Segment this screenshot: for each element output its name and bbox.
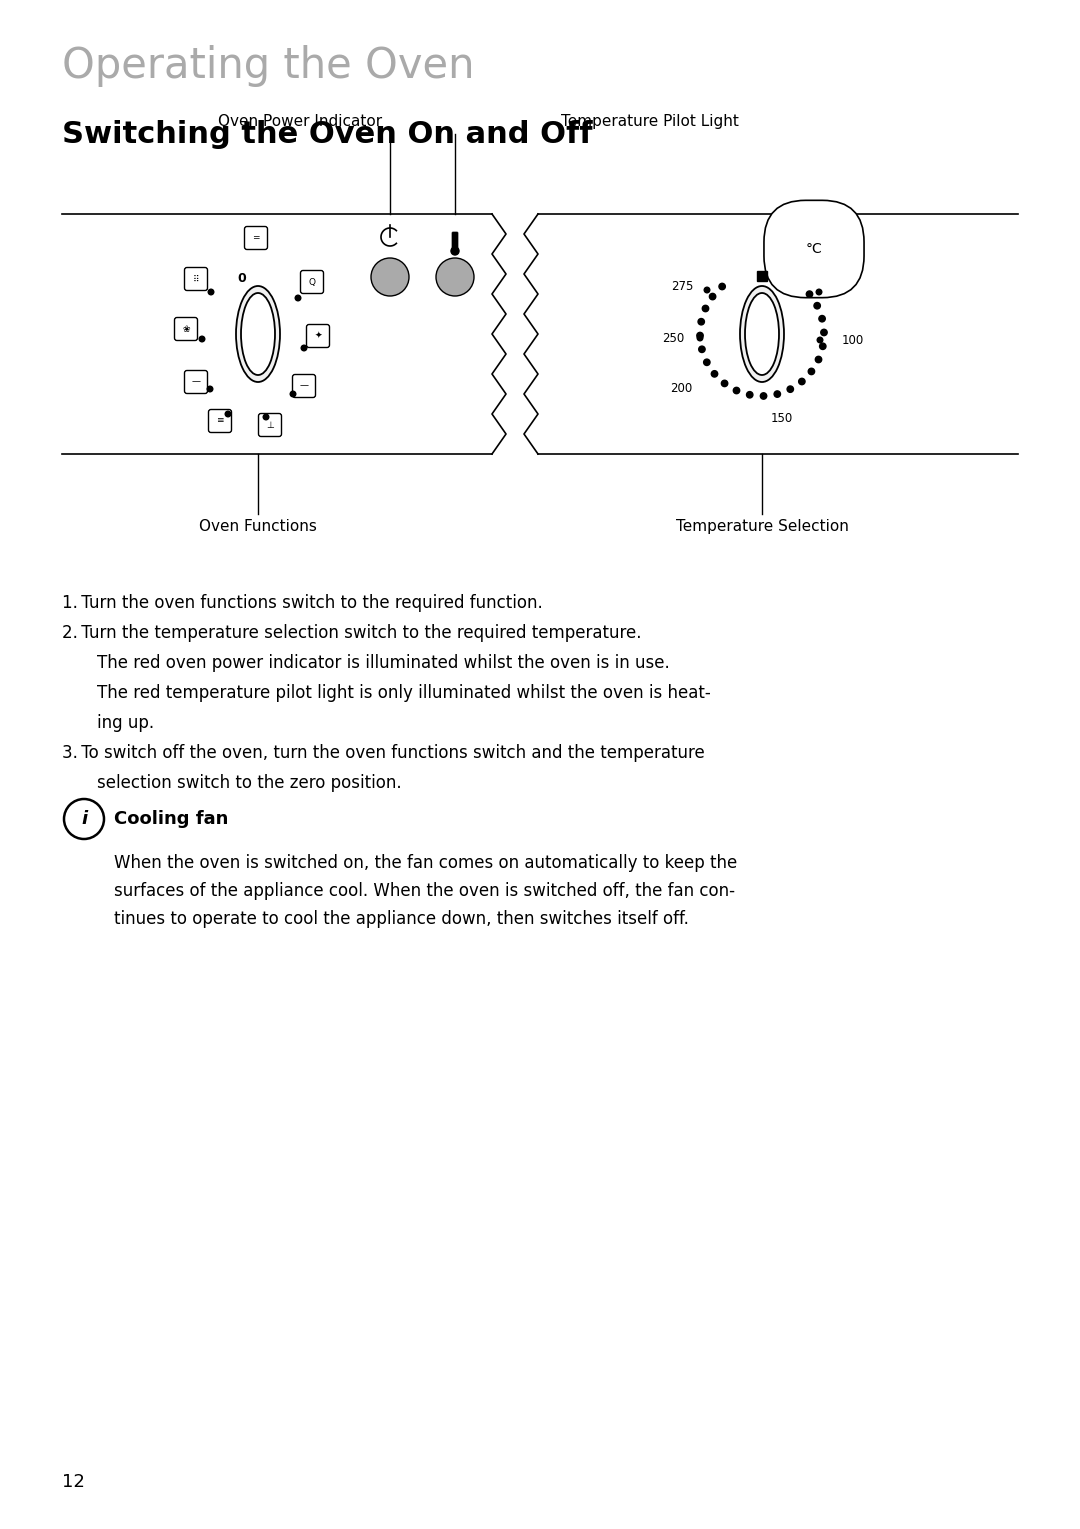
Text: Operating the Oven: Operating the Oven xyxy=(62,44,474,87)
Bar xyxy=(757,271,767,281)
Circle shape xyxy=(808,368,814,375)
Circle shape xyxy=(702,306,708,312)
FancyBboxPatch shape xyxy=(185,268,207,291)
Text: ≡: ≡ xyxy=(216,416,224,425)
FancyBboxPatch shape xyxy=(293,375,315,398)
Ellipse shape xyxy=(740,286,784,382)
Circle shape xyxy=(226,411,231,417)
Circle shape xyxy=(798,378,805,385)
Circle shape xyxy=(451,248,459,255)
Ellipse shape xyxy=(372,258,409,297)
Circle shape xyxy=(821,329,827,336)
Text: tinues to operate to cool the appliance down, then switches itself off.: tinues to operate to cool the appliance … xyxy=(114,910,689,928)
Ellipse shape xyxy=(436,258,474,297)
Circle shape xyxy=(208,289,214,295)
Text: Temperature Selection: Temperature Selection xyxy=(676,518,849,534)
Circle shape xyxy=(712,370,718,378)
Text: Temperature Pilot Light: Temperature Pilot Light xyxy=(562,115,739,128)
Circle shape xyxy=(819,315,825,323)
Circle shape xyxy=(704,287,710,292)
Circle shape xyxy=(698,318,704,326)
Circle shape xyxy=(710,294,716,300)
Text: 1. Turn the oven functions switch to the required function.: 1. Turn the oven functions switch to the… xyxy=(62,593,543,612)
Circle shape xyxy=(291,391,296,398)
Circle shape xyxy=(207,387,213,391)
FancyBboxPatch shape xyxy=(453,232,458,252)
Text: ing up.: ing up. xyxy=(97,714,154,732)
Text: 50: 50 xyxy=(834,281,849,295)
Circle shape xyxy=(264,414,269,420)
Text: 250: 250 xyxy=(662,332,684,344)
Circle shape xyxy=(721,381,728,387)
Ellipse shape xyxy=(237,286,280,382)
Text: 0: 0 xyxy=(238,272,246,286)
Circle shape xyxy=(697,332,703,339)
Circle shape xyxy=(774,391,781,398)
Text: Oven Functions: Oven Functions xyxy=(199,518,316,534)
Circle shape xyxy=(699,346,705,353)
Text: Q: Q xyxy=(309,277,315,286)
Circle shape xyxy=(816,289,822,295)
Circle shape xyxy=(704,359,710,365)
Circle shape xyxy=(815,356,822,362)
Text: The red temperature pilot light is only illuminated whilst the oven is heat-: The red temperature pilot light is only … xyxy=(97,683,711,702)
FancyBboxPatch shape xyxy=(300,271,324,294)
Text: Cooling fan: Cooling fan xyxy=(114,810,228,829)
Text: 100: 100 xyxy=(842,333,864,347)
Circle shape xyxy=(295,295,301,301)
Circle shape xyxy=(301,346,307,350)
Text: 150: 150 xyxy=(771,411,793,425)
Circle shape xyxy=(818,338,823,342)
FancyBboxPatch shape xyxy=(175,318,198,341)
FancyBboxPatch shape xyxy=(244,226,268,249)
FancyBboxPatch shape xyxy=(307,324,329,347)
Circle shape xyxy=(64,800,104,839)
Circle shape xyxy=(820,342,826,350)
Text: surfaces of the appliance cool. When the oven is switched off, the fan con-: surfaces of the appliance cool. When the… xyxy=(114,882,735,901)
Text: The red oven power indicator is illuminated whilst the oven is in use.: The red oven power indicator is illumina… xyxy=(97,654,670,673)
Text: —: — xyxy=(191,378,201,387)
Circle shape xyxy=(719,283,726,289)
Circle shape xyxy=(698,335,703,341)
Text: —: — xyxy=(299,382,309,390)
Text: When the oven is switched on, the fan comes on automatically to keep the: When the oven is switched on, the fan co… xyxy=(114,855,738,872)
FancyBboxPatch shape xyxy=(208,410,231,433)
Circle shape xyxy=(199,336,205,342)
Text: 12: 12 xyxy=(62,1472,85,1491)
Circle shape xyxy=(787,385,794,393)
Text: 2. Turn the temperature selection switch to the required temperature.: 2. Turn the temperature selection switch… xyxy=(62,624,642,642)
Circle shape xyxy=(814,303,821,309)
Text: Switching the Oven On and Off: Switching the Oven On and Off xyxy=(62,119,593,148)
Text: ⠿: ⠿ xyxy=(192,275,200,283)
Text: 3. To switch off the oven, turn the oven functions switch and the temperature: 3. To switch off the oven, turn the oven… xyxy=(62,745,705,761)
Circle shape xyxy=(807,291,812,297)
Text: ❀: ❀ xyxy=(183,324,190,333)
Text: Oven Power Indicator: Oven Power Indicator xyxy=(218,115,382,128)
Text: =: = xyxy=(253,234,260,243)
Circle shape xyxy=(733,387,740,393)
Text: 275: 275 xyxy=(672,280,694,292)
Text: 200: 200 xyxy=(670,382,692,396)
Circle shape xyxy=(746,391,753,398)
Text: ✦: ✦ xyxy=(314,332,322,341)
Text: selection switch to the zero position.: selection switch to the zero position. xyxy=(97,774,402,792)
Ellipse shape xyxy=(241,294,275,375)
Text: ⊥: ⊥ xyxy=(266,420,274,430)
Circle shape xyxy=(760,393,767,399)
FancyBboxPatch shape xyxy=(258,413,282,436)
FancyBboxPatch shape xyxy=(185,370,207,393)
Text: °C: °C xyxy=(806,242,822,255)
Text: i: i xyxy=(81,810,87,829)
Ellipse shape xyxy=(745,294,779,375)
